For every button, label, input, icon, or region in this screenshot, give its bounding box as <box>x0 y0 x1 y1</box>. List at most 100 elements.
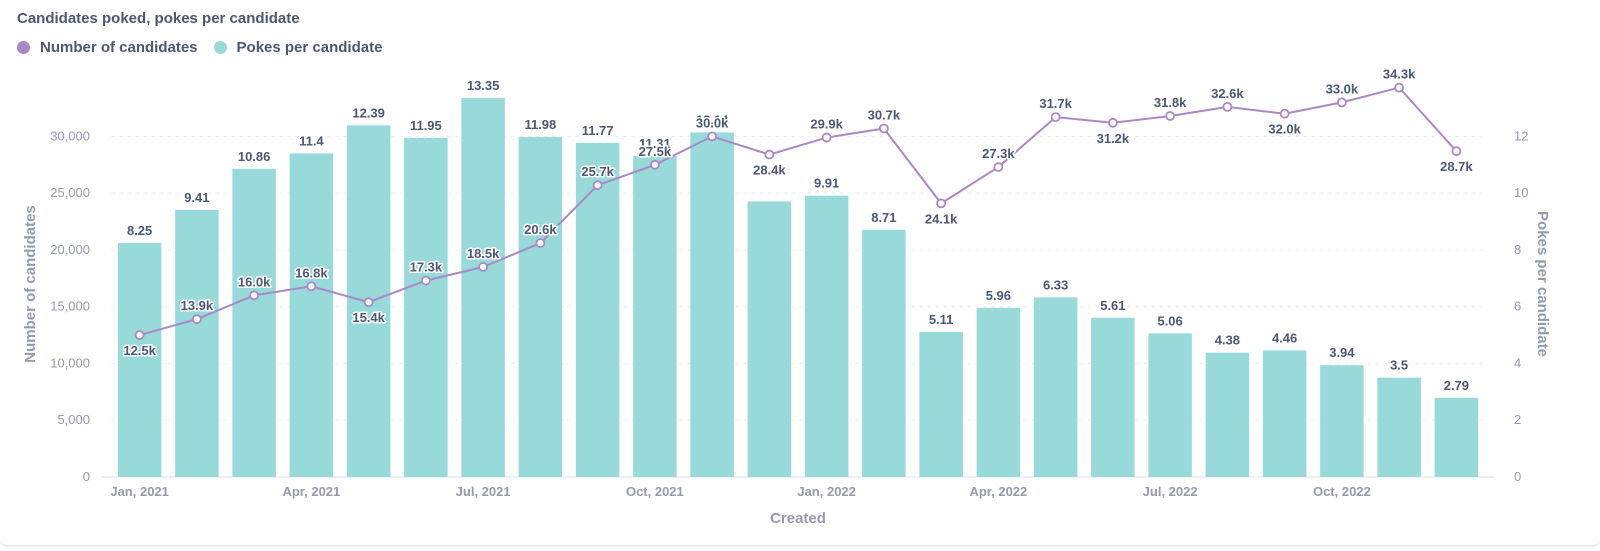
x-tick-label: Oct, 2022 <box>1313 484 1371 499</box>
legend-label: Number of candidates <box>40 39 198 56</box>
line-data-label: 32.0k <box>1268 122 1301 137</box>
line-point[interactable] <box>878 123 889 134</box>
line-point[interactable] <box>707 131 718 142</box>
bar[interactable] <box>575 142 620 478</box>
line-point[interactable] <box>1394 82 1405 93</box>
line-data-label: 29.9k <box>810 117 843 132</box>
bar[interactable] <box>289 153 334 478</box>
line-point[interactable] <box>1107 117 1118 128</box>
line-series <box>139 86 1458 337</box>
y-tick-label: 5,000 <box>57 412 90 427</box>
bar[interactable] <box>175 209 219 477</box>
line-data-label: 30.0k <box>696 115 729 130</box>
bar-data-label: 12.14 <box>696 112 729 127</box>
bar-data-label: 5.11 <box>929 312 954 327</box>
y-tick-label: 25,000 <box>50 185 90 200</box>
bar[interactable] <box>1033 297 1078 477</box>
line-point[interactable] <box>1165 111 1176 121</box>
line-data-label: 15.4k <box>352 310 385 325</box>
bar-data-label: 4.38 <box>1215 333 1240 348</box>
line-point[interactable] <box>306 281 317 292</box>
y2-tick-label: 2 <box>1514 412 1521 427</box>
bar-data-label: 8.71 <box>871 210 896 225</box>
bar[interactable] <box>1205 352 1250 477</box>
bar[interactable] <box>1434 397 1479 477</box>
bar[interactable] <box>804 195 849 477</box>
bar-data-label: 3.94 <box>1329 345 1355 360</box>
legend-item-pokes-per-candidate[interactable]: Pokes per candidate <box>213 39 382 56</box>
line-point[interactable] <box>1222 101 1233 112</box>
y-axis-title: Number of candidates <box>22 205 39 363</box>
legend-dot-icon <box>213 41 227 54</box>
bar-data-label: 11.95 <box>410 118 442 133</box>
line-data-label: 17.3k <box>410 260 443 275</box>
bar-data-label: 11.77 <box>582 123 614 138</box>
bar[interactable] <box>117 242 162 477</box>
x-tick-label: Apr, 2021 <box>282 484 340 499</box>
line-data-label: 32.6k <box>1211 86 1244 101</box>
line-point[interactable] <box>249 290 260 301</box>
bar[interactable] <box>1148 333 1192 477</box>
x-tick-label: Jul, 2022 <box>1143 484 1198 499</box>
line-point[interactable] <box>478 262 489 272</box>
line-data-label: 18.5k <box>467 246 500 261</box>
bar[interactable] <box>690 132 734 477</box>
line-point[interactable] <box>363 297 374 308</box>
y2-tick-label: 6 <box>1514 299 1521 314</box>
line-point[interactable] <box>1050 112 1061 123</box>
line-data-label: 34.3k <box>1383 67 1416 82</box>
line-point[interactable] <box>134 330 145 340</box>
line-point[interactable] <box>764 149 775 160</box>
bar[interactable] <box>518 136 563 477</box>
bar-data-label: 5.61 <box>1100 298 1125 313</box>
bar[interactable] <box>976 307 1021 477</box>
bar-data-label: 4.46 <box>1272 330 1297 345</box>
bar-data-label: 8.25 <box>127 223 152 238</box>
bar-data-label: 11.98 <box>524 117 556 132</box>
line-data-label: 12.5k <box>123 343 156 358</box>
y2-tick-label: 4 <box>1514 355 1521 370</box>
line-point[interactable] <box>1451 146 1462 157</box>
bar[interactable] <box>633 155 677 477</box>
bar[interactable] <box>1262 350 1307 477</box>
line-point[interactable] <box>191 314 202 325</box>
bar-data-label: 5.06 <box>1157 313 1182 328</box>
bar-data-label: 3.5 <box>1390 358 1408 373</box>
line-data-label: 27.5k <box>639 144 672 159</box>
x-tick-label: Oct, 2021 <box>626 484 684 499</box>
line-data-label: 31.7k <box>1039 96 1072 111</box>
line-data-label: 30.7k <box>868 107 901 122</box>
y-tick-label: 10,000 <box>50 355 90 370</box>
x-tick-label: Jul, 2021 <box>456 484 511 499</box>
line-data-label: 20.6k <box>524 222 557 237</box>
line-point[interactable] <box>649 159 660 170</box>
y2-tick-label: 8 <box>1514 242 1521 257</box>
legend-dot-icon <box>17 41 30 54</box>
bar[interactable] <box>919 331 963 477</box>
bar[interactable] <box>232 168 276 478</box>
bar-data-label: 10.86 <box>238 149 271 164</box>
line-point[interactable] <box>1336 97 1347 108</box>
bar[interactable] <box>1320 365 1364 477</box>
bar[interactable] <box>862 229 906 477</box>
legend-item-number-of-candidates[interactable]: Number of candidates <box>17 39 198 56</box>
bar[interactable] <box>461 98 505 478</box>
bar[interactable] <box>404 137 448 478</box>
line-data-label: 16.0k <box>238 274 271 289</box>
line-point[interactable] <box>1279 108 1290 119</box>
bar[interactable] <box>1091 317 1135 477</box>
line-data-label: 31.8k <box>1154 95 1187 110</box>
line-point[interactable] <box>936 198 947 209</box>
line-point[interactable] <box>821 132 832 143</box>
line-point[interactable] <box>993 162 1004 172</box>
line-point[interactable] <box>420 275 431 286</box>
line-point[interactable] <box>535 238 546 249</box>
bar[interactable] <box>1377 377 1421 477</box>
line-data-label: 25.7k <box>581 164 614 179</box>
bar-data-label: 12.39 <box>352 105 385 120</box>
y-tick-label: 0 <box>83 469 90 484</box>
bar[interactable] <box>747 201 792 477</box>
line-point[interactable] <box>592 180 603 191</box>
y-tick-label: 15,000 <box>50 299 90 314</box>
